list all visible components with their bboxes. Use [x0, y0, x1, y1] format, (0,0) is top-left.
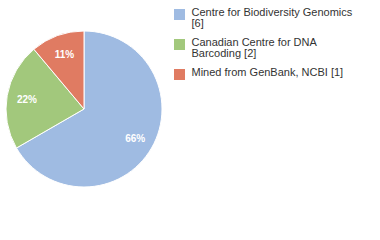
- svg-text:66%: 66%: [125, 133, 145, 144]
- svg-text:22%: 22%: [17, 94, 37, 105]
- svg-text:Canadian Centre for DNABarcodi: Canadian Centre for DNABarcoding [2]: [192, 36, 318, 59]
- svg-text:Centre for Biodiversity Genomi: Centre for Biodiversity Genomics[6]: [192, 6, 353, 29]
- svg-text:11%: 11%: [55, 49, 75, 60]
- svg-text:Mined from GenBank, NCBI [1]: Mined from GenBank, NCBI [1]: [192, 66, 344, 78]
